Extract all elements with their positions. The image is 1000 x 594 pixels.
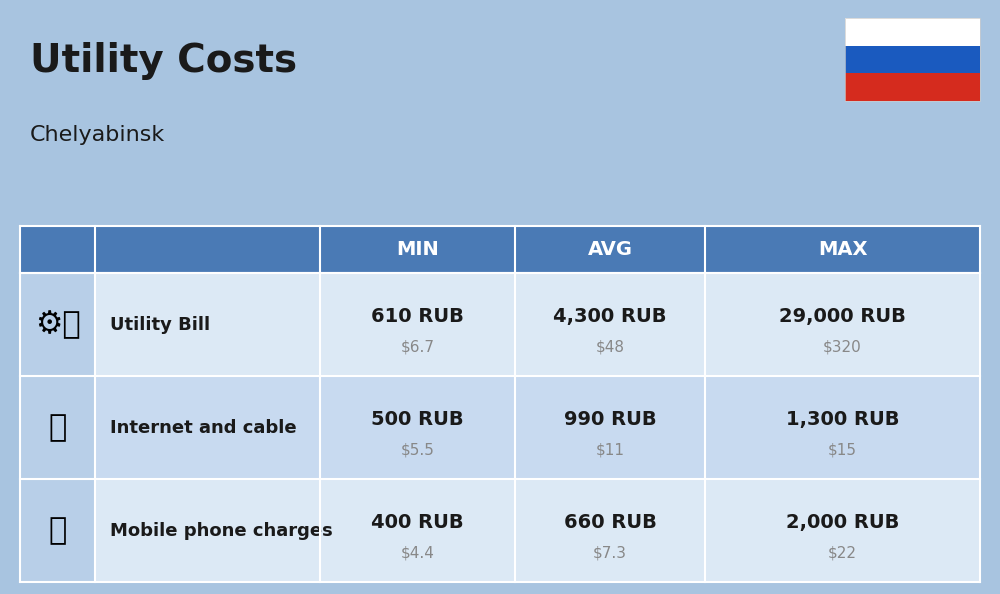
FancyBboxPatch shape [320, 273, 515, 376]
FancyBboxPatch shape [845, 46, 980, 73]
Text: $7.3: $7.3 [593, 546, 627, 561]
Text: Mobile phone charges: Mobile phone charges [110, 522, 333, 539]
Text: 29,000 RUB: 29,000 RUB [779, 307, 906, 326]
FancyBboxPatch shape [20, 376, 95, 479]
FancyBboxPatch shape [320, 479, 515, 582]
FancyBboxPatch shape [95, 226, 320, 273]
FancyBboxPatch shape [95, 273, 320, 376]
Text: 990 RUB: 990 RUB [564, 410, 656, 429]
FancyBboxPatch shape [20, 226, 95, 273]
Text: Utility Bill: Utility Bill [110, 316, 210, 334]
FancyBboxPatch shape [515, 376, 705, 479]
FancyBboxPatch shape [705, 273, 980, 376]
Text: $6.7: $6.7 [400, 340, 434, 355]
FancyBboxPatch shape [515, 226, 705, 273]
Text: Utility Costs: Utility Costs [30, 42, 297, 80]
Text: $4.4: $4.4 [401, 546, 434, 561]
Text: 📱: 📱 [48, 516, 67, 545]
FancyBboxPatch shape [95, 479, 320, 582]
FancyBboxPatch shape [845, 18, 980, 46]
Text: $11: $11 [596, 443, 624, 458]
FancyBboxPatch shape [20, 273, 95, 376]
Text: Chelyabinsk: Chelyabinsk [30, 125, 165, 145]
FancyBboxPatch shape [705, 479, 980, 582]
FancyBboxPatch shape [845, 73, 980, 101]
FancyBboxPatch shape [705, 226, 980, 273]
Text: AVG: AVG [588, 240, 633, 259]
Text: Internet and cable: Internet and cable [110, 419, 297, 437]
FancyBboxPatch shape [320, 376, 515, 479]
Text: 610 RUB: 610 RUB [371, 307, 464, 326]
Text: ⚙🔌: ⚙🔌 [35, 310, 80, 339]
Text: $15: $15 [828, 443, 857, 458]
FancyBboxPatch shape [20, 479, 95, 582]
Text: $5.5: $5.5 [401, 443, 434, 458]
Text: $48: $48 [596, 340, 624, 355]
FancyBboxPatch shape [515, 273, 705, 376]
Text: 📶: 📶 [48, 413, 67, 442]
Text: 4,300 RUB: 4,300 RUB [553, 307, 667, 326]
FancyBboxPatch shape [95, 376, 320, 479]
Text: MIN: MIN [396, 240, 439, 259]
FancyBboxPatch shape [515, 479, 705, 582]
Text: $22: $22 [828, 546, 857, 561]
Text: 500 RUB: 500 RUB [371, 410, 464, 429]
Text: 2,000 RUB: 2,000 RUB [786, 513, 899, 532]
Text: 660 RUB: 660 RUB [564, 513, 656, 532]
Text: 400 RUB: 400 RUB [371, 513, 464, 532]
Text: MAX: MAX [818, 240, 867, 259]
Text: $320: $320 [823, 340, 862, 355]
FancyBboxPatch shape [705, 376, 980, 479]
Text: 1,300 RUB: 1,300 RUB [786, 410, 899, 429]
FancyBboxPatch shape [320, 226, 515, 273]
